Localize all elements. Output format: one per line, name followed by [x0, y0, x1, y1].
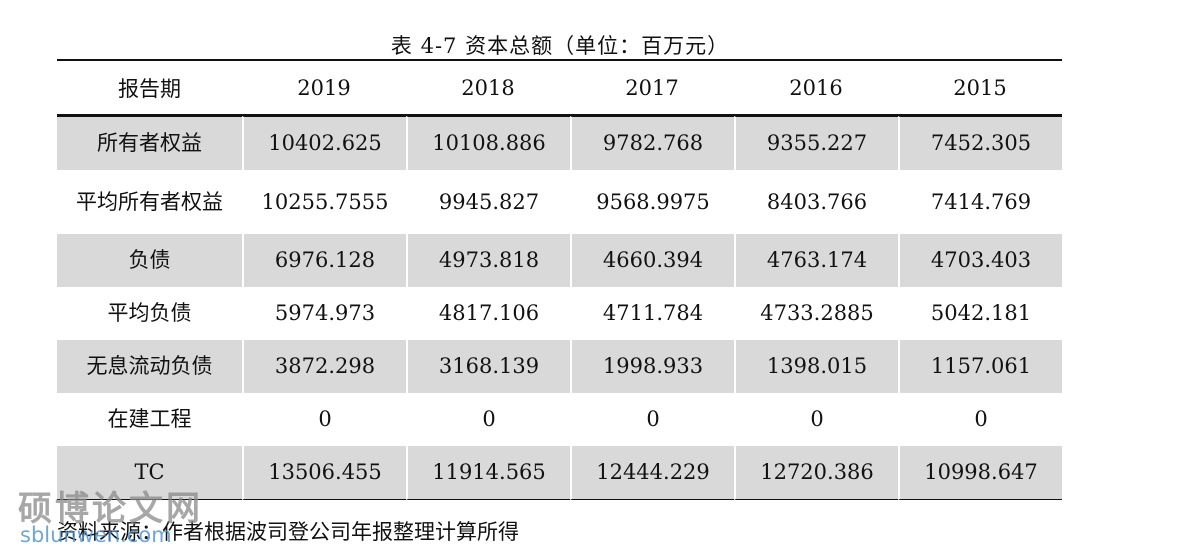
site-watermark: 硕博论文网 sblunwen.com	[18, 481, 210, 549]
table-cell: 13506.455	[242, 446, 406, 500]
table-cell: 4763.174	[734, 234, 898, 287]
header-2017: 2017	[570, 59, 734, 116]
table-cell: 0	[406, 393, 570, 446]
watermark-url: sblunwen.com	[20, 523, 172, 547]
table-cell: 3872.298	[242, 340, 406, 393]
table-cell: 0	[242, 393, 406, 446]
table-cell: 4973.818	[406, 234, 570, 287]
table-cell: 4703.403	[898, 234, 1062, 287]
table-cell: 5974.973	[242, 287, 406, 340]
header-2018: 2018	[406, 59, 570, 116]
table-cell: 3168.139	[406, 340, 570, 393]
table-cell: 9355.227	[734, 116, 898, 170]
header-2015: 2015	[898, 59, 1062, 116]
table-cell: 10998.647	[898, 446, 1062, 500]
table-cell: 7414.769	[898, 170, 1062, 234]
row-label: 无息流动负债	[57, 340, 242, 393]
table-cell: 0	[570, 393, 734, 446]
header-row: 报告期 2019 2018 2017 2016 2015	[57, 59, 1062, 116]
row-label: 平均负债	[107, 301, 192, 326]
watermark-title: 硕博论文网	[18, 489, 203, 529]
header-period: 报告期	[57, 59, 242, 116]
table-cell: 9945.827	[406, 170, 570, 234]
header-2016: 2016	[734, 59, 898, 116]
table-cell: 8403.766	[734, 170, 898, 234]
table-cell: 0	[898, 393, 1062, 446]
table-row: 所有者权益 10402.625 10108.886 9782.768 9355.…	[57, 116, 1062, 170]
table-cell: 10402.625	[242, 116, 406, 170]
table-row: 负债 6976.128 4973.818 4660.394 4763.174 4…	[57, 234, 1062, 287]
table-cell: 6976.128	[242, 234, 406, 287]
table-caption: 表 4-7 资本总额（单位：百万元）	[390, 34, 730, 58]
table-row: 平均负债 5974.973 4817.106 4711.784 4733.288…	[57, 287, 1062, 340]
table-cell: 0	[734, 393, 898, 446]
row-label: 平均所有者权益	[57, 170, 242, 234]
table-cell: 9782.768	[570, 116, 734, 170]
table-cell: 10255.7555	[242, 170, 406, 234]
table-cell: 5042.181	[898, 287, 1062, 340]
table-row: 在建工程 0 0 0 0 0	[57, 393, 1062, 446]
table-cell: 1998.933	[570, 340, 734, 393]
table-row: 平均所有者权益 10255.7555 9945.827 9568.9975 84…	[57, 170, 1062, 234]
row-label: TC	[57, 446, 242, 500]
table-cell: 9568.9975	[570, 170, 734, 234]
table-cell: 1398.015	[734, 340, 898, 393]
table-cell: 10108.886	[406, 116, 570, 170]
row-label: 在建工程	[107, 407, 192, 432]
capital-table: 报告期 2019 2018 2017 2016 2015 所有者权益 10402…	[57, 59, 1062, 500]
table-cell: 4817.106	[406, 287, 570, 340]
table-cell: 12444.229	[570, 446, 734, 500]
table-cell: 4660.394	[570, 234, 734, 287]
table-cell: 12720.386	[734, 446, 898, 500]
row-label-text: 平均所有者权益	[76, 189, 223, 214]
row-label: 所有者权益	[57, 116, 242, 170]
row-label: 负债	[57, 234, 242, 287]
table-cell: 7452.305	[898, 116, 1062, 170]
table-cell: 4711.784	[570, 287, 734, 340]
source-note: 资料来源：作者根据波司登公司年报整理计算所得	[57, 520, 519, 544]
data-table: 报告期 2019 2018 2017 2016 2015 所有者权益 10402…	[57, 59, 1062, 500]
table-cell: 1157.061	[898, 340, 1062, 393]
table-row: TC 13506.455 11914.565 12444.229 12720.3…	[57, 446, 1062, 500]
table-row: 无息流动负债 3872.298 3168.139 1998.933 1398.0…	[57, 340, 1062, 393]
header-2019: 2019	[242, 59, 406, 116]
table-cell: 4733.2885	[734, 287, 898, 340]
table-cell: 11914.565	[406, 446, 570, 500]
